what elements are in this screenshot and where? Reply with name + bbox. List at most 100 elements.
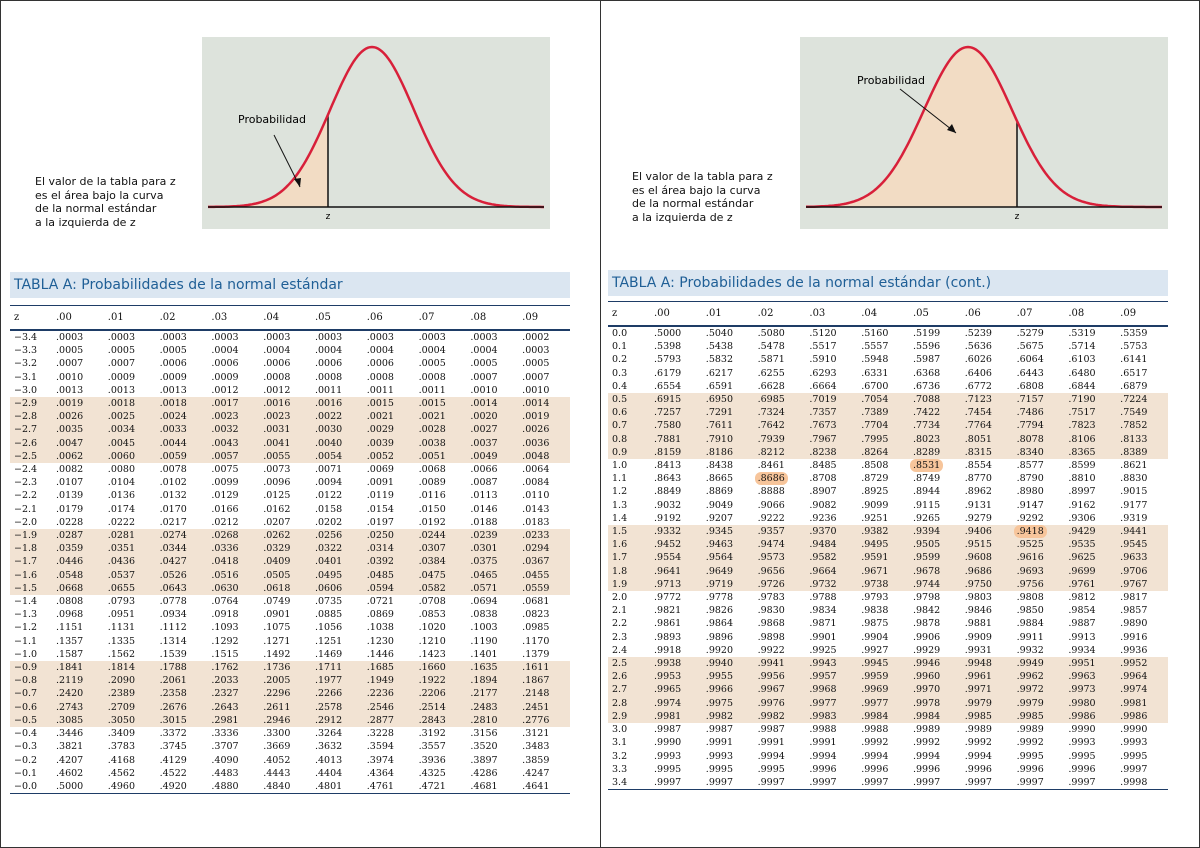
cell: .2743 xyxy=(52,700,104,714)
cell: .9783 xyxy=(757,592,785,604)
cell: .6664 xyxy=(809,380,837,392)
table-row: 2.7.9965.9966.9967.9968.9969.9970.9971.9… xyxy=(608,683,1168,697)
cell: .0007 xyxy=(56,358,84,370)
cell: .9943 xyxy=(805,657,858,671)
cell: .9147 xyxy=(1016,499,1044,511)
cell: .9975 xyxy=(701,696,754,710)
cell: .9871 xyxy=(809,618,837,630)
cell: .2389 xyxy=(103,687,156,701)
cell: .8389 xyxy=(1116,445,1168,460)
table-row: −1.7.0446.0436.0427.0418.0409.0401.0392.… xyxy=(10,555,570,569)
cell: .9686 xyxy=(960,564,1013,578)
caption-line: es el área bajo la curva xyxy=(35,188,164,202)
z-value: −2.2 xyxy=(14,490,38,502)
cell: .2514 xyxy=(414,700,467,714)
cell: .0003 xyxy=(418,332,446,343)
z-value: −0.2 xyxy=(14,754,38,766)
cell: .8186 xyxy=(701,445,754,460)
probability-label: Probabilidad xyxy=(238,113,306,126)
cell: .9966 xyxy=(701,683,754,697)
cell: .0066 xyxy=(470,464,498,476)
column-header: .08 xyxy=(466,305,519,331)
cell: .0202 xyxy=(314,516,343,528)
table-row: −0.3 .3821 .3783 .3745 .3707 .3669 .3632 .3594.… xyxy=(10,740,570,753)
table-row: 0.3 .6179 .6217 .6255 .6293 .6331 .6368 .6406 .6… xyxy=(608,367,1168,380)
table-row: −2.0 .0228 .0222 .0217 .0212 .0207 .0202 .0197.… xyxy=(10,516,570,529)
cell: .0047 xyxy=(52,436,104,450)
cell: .7794 xyxy=(1012,419,1065,433)
cell: .9441 xyxy=(1116,525,1168,539)
cell: .0901 xyxy=(263,609,291,621)
cell: .0548 xyxy=(52,568,104,582)
cell: .3594 xyxy=(366,741,394,753)
table-row: 1.1 .8643 .8665 .8686 .8708 .8729 .8749 .8770 .8… xyxy=(608,472,1168,486)
cell: .0023 xyxy=(259,410,311,424)
z-value: −0.7 xyxy=(10,687,52,701)
caption-line: es el área bajo la curva xyxy=(632,183,761,197)
cell: .0022 xyxy=(310,410,363,424)
table-row: 2.9.9981.9982.9982.9983.9984.9984.9985.9… xyxy=(608,709,1168,724)
cell: .0681 xyxy=(522,596,550,608)
cell: .1788 xyxy=(155,661,208,675)
cell: .8770 xyxy=(964,473,992,485)
cell: .0401 xyxy=(310,555,363,569)
cell: .9357 xyxy=(753,525,806,539)
cell: .0618 xyxy=(259,581,311,596)
cell: .0778 xyxy=(159,596,187,608)
cell: .8531 xyxy=(909,459,961,473)
cell: .3707 xyxy=(211,741,239,753)
cell: .0174 xyxy=(107,503,135,515)
cell: .9911 xyxy=(1016,631,1044,643)
cell: .7486 xyxy=(1012,406,1065,420)
cell: .9463 xyxy=(701,538,754,552)
cell: .7389 xyxy=(857,406,909,420)
z-value: 1.4 xyxy=(612,512,628,524)
cell: .0029 xyxy=(362,423,415,437)
cell: .0222 xyxy=(107,516,135,528)
cell: .0011 xyxy=(418,384,446,396)
z-value: −2.7 xyxy=(10,423,52,437)
cell: .9995 xyxy=(654,763,682,775)
cell: .0005 xyxy=(107,345,135,357)
cell: .1977 xyxy=(310,674,363,688)
cell: .6591 xyxy=(705,380,733,392)
cell: .9953 xyxy=(650,670,702,684)
cell: .0125 xyxy=(263,490,291,502)
table-row: 1.4 .9192 .9207 .9222 .9236 .9251 .9265 .9279 .9… xyxy=(608,512,1168,525)
cell: .9991 xyxy=(809,737,837,749)
table-row: 1.3 .9032 .9049 .9066 .9082 .9099 .9115 .9131 .9… xyxy=(608,499,1168,512)
cell: .7324 xyxy=(753,406,806,420)
z-value: 0.6 xyxy=(608,406,650,420)
cell: .3050 xyxy=(103,713,156,728)
cell: .7054 xyxy=(857,393,909,407)
z-value: 1.7 xyxy=(608,551,650,565)
z-value: −0.5 xyxy=(10,713,52,728)
table-row: 0.9.8159.8186.8212.8238.8264.8289.8315.8… xyxy=(608,445,1168,460)
cell: .9719 xyxy=(701,577,754,592)
cell: .9959 xyxy=(857,670,909,684)
cell: .0010 xyxy=(56,371,84,383)
cell: .0113 xyxy=(470,490,498,502)
cell: .0005 xyxy=(159,345,187,357)
cell: .9940 xyxy=(701,657,754,671)
z-value: 0.4 xyxy=(612,380,628,392)
cell: .0655 xyxy=(103,581,156,596)
caption-line: El valor de la tabla para z xyxy=(632,170,773,183)
cell: .8078 xyxy=(1012,432,1065,446)
z-value: −2.5 xyxy=(10,449,52,464)
z-value: 0.8 xyxy=(608,432,650,446)
table-row: 2.8.9974.9975.9976.9977.9977.9978.9979.9… xyxy=(608,696,1168,710)
cell: .7852 xyxy=(1116,419,1168,433)
cell: .9932 xyxy=(1016,644,1044,656)
cell: .3520 xyxy=(470,741,498,753)
cell: .7764 xyxy=(960,419,1013,433)
column-header: .00 xyxy=(52,305,104,331)
cell: .0281 xyxy=(103,529,156,543)
cell: .7157 xyxy=(1012,393,1065,407)
cell: .6141 xyxy=(1120,354,1148,366)
cell: .6950 xyxy=(701,393,754,407)
cell: .7019 xyxy=(805,393,858,407)
cell: .5675 xyxy=(1016,341,1044,353)
cell: .9554 xyxy=(650,551,702,565)
cell: .0044 xyxy=(155,436,208,450)
